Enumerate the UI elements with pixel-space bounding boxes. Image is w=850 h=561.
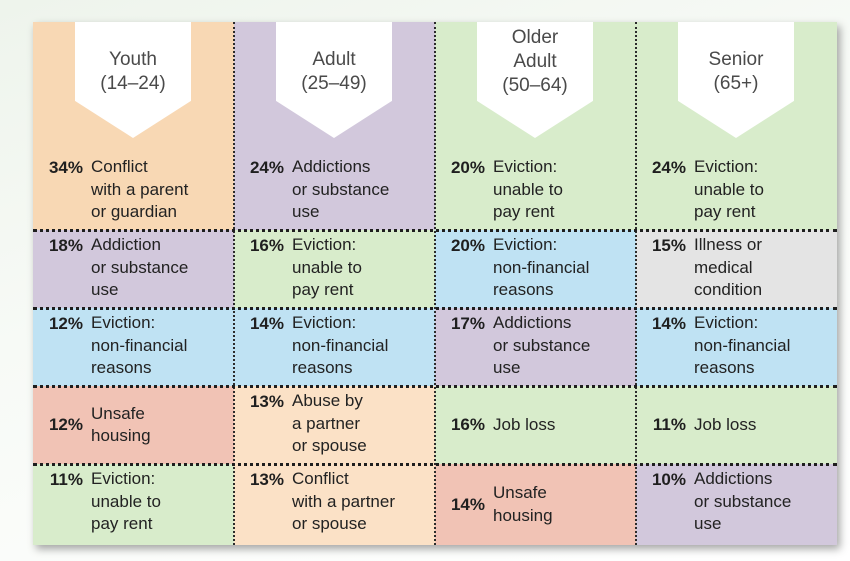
- column-header: Senior (65+): [678, 22, 794, 138]
- cell-percent: 20%: [450, 236, 485, 255]
- column-header: Older Adult (50–64): [477, 22, 593, 138]
- cell-background: [33, 308, 234, 386]
- cell-background: [435, 230, 636, 308]
- cell-percent: 16%: [249, 236, 284, 255]
- table-cell: 34% Conflict with a parent or guardian: [33, 148, 229, 230]
- cell-reason: Illness or medical condition: [694, 235, 763, 299]
- cell-reason: Addiction or substance use: [91, 235, 189, 299]
- cell-background: [636, 464, 837, 545]
- cell-reason: Conflict with a partner or spouse: [292, 469, 395, 533]
- cell-reason: Eviction: unable to pay rent: [694, 157, 764, 221]
- column-divider: [434, 22, 436, 545]
- cell-background: [435, 308, 636, 386]
- table-cell: 14% Eviction: non-financial reasons: [234, 308, 430, 386]
- cell-background: [636, 230, 837, 308]
- cell-percent: 10%: [651, 470, 686, 489]
- row-divider: [33, 463, 837, 466]
- row-divider: [33, 229, 837, 232]
- cell-background: [33, 464, 234, 545]
- cell-background: [234, 386, 435, 464]
- cell-reason: Eviction: unable to pay rent: [91, 469, 161, 533]
- cell-percent: 24%: [249, 158, 284, 177]
- row-divider: [33, 385, 837, 388]
- table-cell: 20% Eviction: non-financial reasons: [435, 230, 631, 308]
- cell-percent: 11%: [49, 470, 83, 489]
- cell-percent: 17%: [450, 314, 485, 333]
- table-cell: 12% Unsafe housing: [33, 386, 229, 464]
- column-header-label: Youth (14–24): [100, 49, 166, 94]
- cell-reason: Eviction: non-financial reasons: [292, 313, 389, 377]
- cell-reason: Eviction: non-financial reasons: [694, 313, 791, 377]
- cell-percent: 11%: [652, 415, 686, 434]
- cell-reason: Eviction: unable to pay rent: [493, 157, 563, 221]
- cell-percent: 14%: [450, 494, 485, 514]
- cell-background: [636, 386, 837, 464]
- cell-percent: 12%: [48, 314, 83, 333]
- cell-reason: Addictions or substance use: [292, 157, 390, 221]
- cell-percent: 14%: [651, 314, 686, 333]
- cell-background: [435, 386, 636, 464]
- cell-reason: Addictions or substance use: [694, 469, 792, 533]
- column-header-label: Adult (25–49): [301, 49, 367, 94]
- row-divider: [33, 307, 837, 310]
- cell-percent: 34%: [48, 158, 83, 177]
- cell-percent: 12%: [48, 415, 83, 434]
- table-cell: 16% Job loss: [435, 386, 631, 464]
- cell-percent: 14%: [249, 314, 284, 333]
- cell-percent: 13%: [249, 470, 284, 489]
- cell-reason: Addictions or substance use: [493, 313, 591, 377]
- table-cell: 10% Addictions or substance use: [636, 464, 832, 545]
- table-cell: 14% Eviction: non-financial reasons: [636, 308, 832, 386]
- cell-percent: 20%: [450, 158, 485, 177]
- cell-background: [33, 386, 234, 464]
- column-header: Adult (25–49): [276, 22, 392, 138]
- column-header-label: Senior (65+): [708, 49, 764, 94]
- table-cell: 13% Conflict with a partner or spouse: [234, 464, 430, 545]
- table-cell: 13% Abuse by a partner or spouse: [234, 386, 430, 464]
- column-header: Youth (14–24): [75, 22, 191, 138]
- cell-percent: 15%: [651, 236, 686, 255]
- table-cell: 15% Illness or medical condition: [636, 230, 832, 308]
- column-divider: [233, 22, 235, 545]
- cell-percent: 13%: [249, 392, 284, 411]
- cell-reason: Eviction: unable to pay rent: [292, 235, 362, 299]
- cell-percent: 16%: [450, 415, 485, 434]
- table-cell: 12% Eviction: non-financial reasons: [33, 308, 229, 386]
- cell-background: [234, 464, 435, 545]
- table-cell: 24% Eviction: unable to pay rent: [636, 148, 832, 230]
- table-cell: 24% Addictions or substance use: [234, 148, 430, 230]
- table-cell: 20% Eviction: unable to pay rent: [435, 148, 631, 230]
- cell-background: [234, 308, 435, 386]
- column-divider: [635, 22, 637, 545]
- table-cell: 14% Unsafe housing: [435, 464, 631, 545]
- cell-reason: Unsafe housing: [91, 403, 151, 446]
- cell-reason: Job loss: [493, 414, 556, 434]
- cell-reason: Eviction: non-financial reasons: [91, 313, 188, 377]
- table-cell: 11% Eviction: unable to pay rent: [33, 464, 229, 545]
- table-cell: 11% Job loss: [636, 386, 832, 464]
- cell-reason: Eviction: non-financial reasons: [493, 235, 590, 299]
- reasons-table: Youth (14–24) 34% Conflict with a parent o…: [33, 22, 837, 545]
- cell-percent: 24%: [651, 158, 686, 177]
- cell-percent: 18%: [48, 236, 83, 255]
- table-cell: 18% Addiction or substance use: [33, 230, 229, 308]
- cell-reason: Unsafe housing: [493, 483, 553, 525]
- table-cell: 16% Eviction: unable to pay rent: [234, 230, 430, 308]
- cell-reason: Job loss: [694, 414, 757, 434]
- cell-reason: Conflict with a parent or guardian: [91, 157, 189, 221]
- cell-reason: Abuse by a partner or spouse: [292, 391, 367, 455]
- cell-background: [33, 230, 234, 308]
- cell-background: [435, 464, 636, 545]
- column-header-label: Older Adult (50–64): [502, 27, 568, 96]
- cell-background: [636, 308, 837, 386]
- cell-background: [234, 230, 435, 308]
- table-cell: 17% Addictions or substance use: [435, 308, 631, 386]
